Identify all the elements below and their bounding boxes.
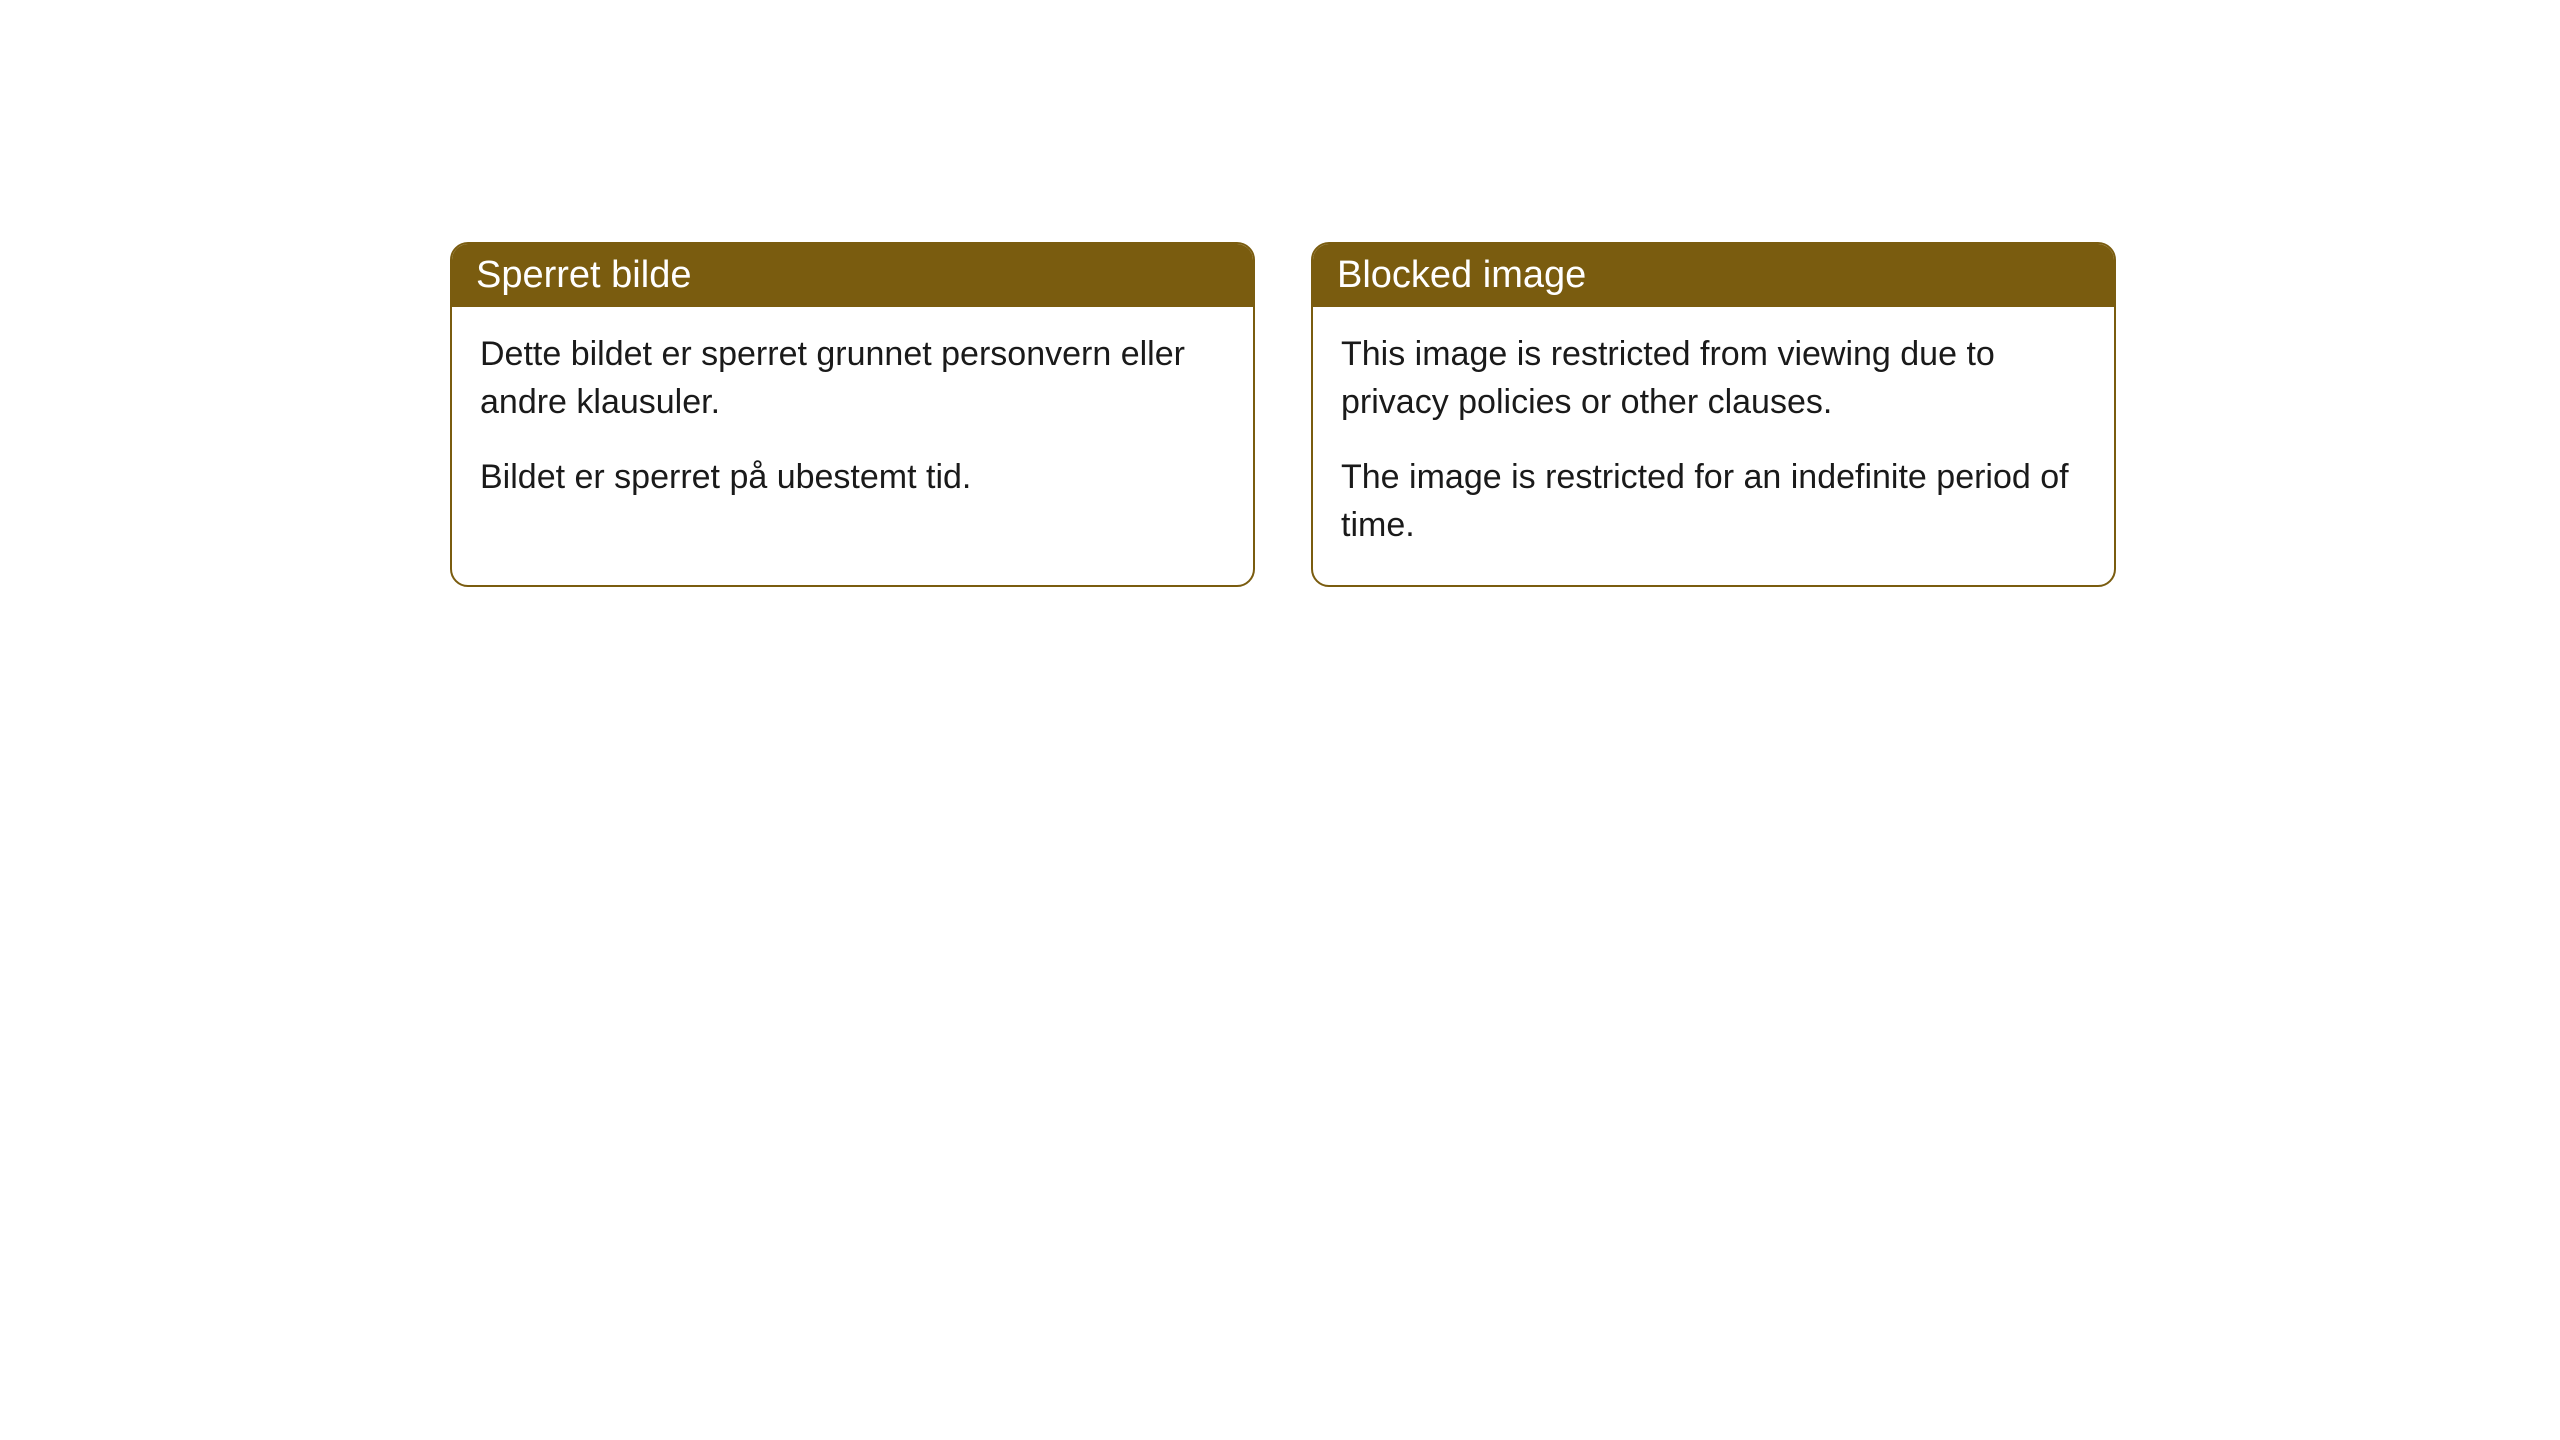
card-title: Sperret bilde (476, 254, 691, 296)
card-paragraph: The image is restricted for an indefinit… (1341, 454, 2086, 549)
card-paragraph: Bildet er sperret på ubestemt tid. (480, 454, 1225, 502)
card-title: Blocked image (1337, 254, 1586, 296)
card-header: Sperret bilde (452, 244, 1253, 307)
card-header: Blocked image (1313, 244, 2114, 307)
cards-container: Sperret bilde Dette bildet er sperret gr… (450, 242, 2116, 587)
card-body: Dette bildet er sperret grunnet personve… (452, 307, 1253, 538)
card-body: This image is restricted from viewing du… (1313, 307, 2114, 585)
card-paragraph: This image is restricted from viewing du… (1341, 331, 2086, 426)
blocked-image-card-norwegian: Sperret bilde Dette bildet er sperret gr… (450, 242, 1255, 587)
blocked-image-card-english: Blocked image This image is restricted f… (1311, 242, 2116, 587)
card-paragraph: Dette bildet er sperret grunnet personve… (480, 331, 1225, 426)
